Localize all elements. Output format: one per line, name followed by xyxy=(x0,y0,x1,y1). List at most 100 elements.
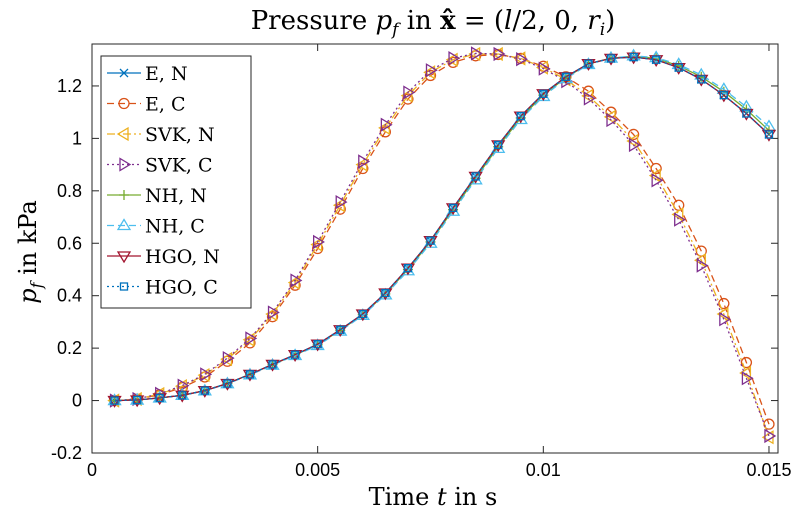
data-point xyxy=(132,395,142,405)
chart-title-part: = ( xyxy=(456,6,504,36)
data-point xyxy=(651,55,661,64)
axes-box xyxy=(91,43,779,454)
data-point xyxy=(312,242,324,255)
data-point xyxy=(200,386,209,395)
data-point xyxy=(764,130,774,139)
data-point xyxy=(674,212,686,227)
legend-label: NH, C xyxy=(145,216,205,238)
data-point xyxy=(358,309,367,319)
y-axis-label-part: in kPa xyxy=(14,200,42,282)
x-axis-label-part: in s xyxy=(447,483,498,511)
legend-label: NH, N xyxy=(145,185,207,207)
data-point xyxy=(426,236,435,245)
data-point xyxy=(494,140,503,150)
chart-title-part: ) xyxy=(605,6,615,36)
legend-marker xyxy=(116,126,129,142)
data-point xyxy=(606,54,616,63)
data-point xyxy=(716,306,729,322)
data-point xyxy=(606,112,619,128)
data-point xyxy=(696,258,709,273)
data-point xyxy=(740,356,753,369)
data-point xyxy=(223,379,232,388)
y-tick-label: 0.8 xyxy=(57,181,82,201)
data-point xyxy=(378,120,391,136)
data-point xyxy=(628,137,641,153)
y-tick-label: 0.4 xyxy=(57,286,82,306)
data-point xyxy=(332,198,345,213)
y-axis-label-part: f xyxy=(27,279,46,289)
data-point xyxy=(267,305,280,320)
chart-title-part: p xyxy=(376,6,393,36)
legend-label: SVK, N xyxy=(145,124,215,146)
series-line xyxy=(114,53,770,425)
legend-label: HGO, C xyxy=(145,277,218,299)
data-point xyxy=(739,365,752,381)
data-point xyxy=(742,109,751,118)
data-point xyxy=(245,370,255,379)
data-point xyxy=(222,350,235,366)
data-point xyxy=(177,378,190,393)
data-point xyxy=(310,237,323,252)
data-point xyxy=(490,46,503,62)
data-point xyxy=(336,325,345,334)
data-point xyxy=(584,59,593,68)
legend: E, N E, C SVK, N SVK, C NH, N NH, C HGO, N HGO,… xyxy=(100,55,252,309)
data-point xyxy=(651,173,664,188)
data-point xyxy=(493,46,506,62)
legend-marker xyxy=(119,282,129,291)
y-tick-label: -0.2 xyxy=(51,443,82,463)
data-point xyxy=(380,117,393,132)
data-point xyxy=(357,162,369,175)
y-tick-label: 0 xyxy=(72,391,82,411)
y-tick-label: 1 xyxy=(72,128,82,148)
chart-title-part: l xyxy=(504,6,512,36)
data-point xyxy=(381,288,390,298)
chart-title-part: /2, 0, xyxy=(512,6,587,36)
data-point xyxy=(470,46,483,61)
chart-title-part: Pressure xyxy=(251,6,376,36)
data-point xyxy=(290,350,300,359)
series-7 xyxy=(110,52,774,405)
chart-title-part: x̂ xyxy=(440,6,456,36)
data-point xyxy=(471,172,480,181)
legend-label: HGO, N xyxy=(145,246,220,268)
data-point xyxy=(335,194,348,210)
legend-marker xyxy=(118,97,130,110)
x-tick-label: 0.015 xyxy=(746,460,791,480)
data-point xyxy=(355,157,368,172)
data-point xyxy=(400,88,413,103)
data-point xyxy=(403,85,416,100)
data-point xyxy=(448,51,461,66)
data-point xyxy=(266,311,279,323)
data-point xyxy=(539,89,548,98)
x-tick-label: 0 xyxy=(87,460,97,480)
data-point xyxy=(627,128,640,141)
data-point xyxy=(626,133,639,149)
chart-title: Pressure pf in x̂ = (l/2, 0, ri) xyxy=(251,6,616,40)
data-point xyxy=(583,91,596,106)
data-point xyxy=(650,162,662,175)
legend-label: E, C xyxy=(145,94,186,116)
data-point xyxy=(561,72,571,81)
data-point xyxy=(313,234,325,250)
chart-title-part: r xyxy=(587,6,601,36)
data-point xyxy=(716,82,731,95)
data-point xyxy=(403,264,413,273)
legend-marker xyxy=(119,190,129,200)
x-axis-label: Time t in s xyxy=(369,483,498,511)
plot-area: 0 0.005 0.01 0.015-0.200.20.40.60.811.2 xyxy=(51,43,791,480)
data-point xyxy=(516,52,529,67)
y-tick-label: 0.2 xyxy=(57,338,82,358)
data-point xyxy=(516,111,525,121)
legend-marker xyxy=(116,251,132,264)
data-point xyxy=(423,65,436,80)
data-point xyxy=(582,85,595,97)
data-point xyxy=(313,340,322,349)
data-point xyxy=(719,312,732,327)
chart-title-part: i xyxy=(600,20,605,40)
x-axis-label-part: t xyxy=(437,483,447,511)
y-tick-label: 0.6 xyxy=(57,233,82,253)
data-point xyxy=(402,93,414,105)
data-point xyxy=(581,88,594,104)
